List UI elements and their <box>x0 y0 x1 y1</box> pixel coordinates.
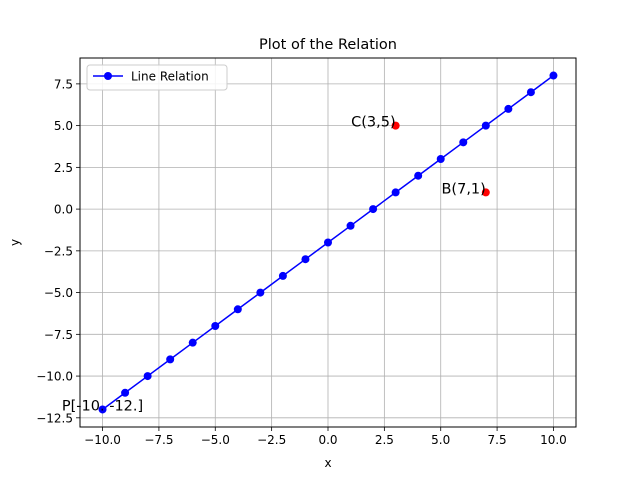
series-point <box>504 104 513 113</box>
grid <box>80 58 576 427</box>
legend-box <box>86 64 228 91</box>
series-point <box>414 171 423 180</box>
highlight-point <box>391 121 400 130</box>
plot-frame <box>79 57 577 428</box>
annotations: P[-10. -12.] <box>62 398 143 414</box>
x-tick-label: 7.5 <box>488 433 507 447</box>
y-axis-label: y <box>8 239 22 246</box>
series-point <box>481 121 490 130</box>
y-axis-ticks: −12.5 −10.0 −7.5 −5.0 −2.5 0.0 2.5 5.0 7.5 <box>36 77 80 425</box>
chart-title: Plot of the Relation <box>259 37 397 53</box>
y-tick-label: 2.5 <box>54 161 73 175</box>
series <box>98 71 558 414</box>
series-point <box>121 388 130 397</box>
y-tick-label: −12.5 <box>36 411 73 425</box>
series-point <box>526 88 535 97</box>
x-tick-label: 0.0 <box>318 433 337 447</box>
x-axis-ticks: −10.0 −7.5 −5.0 −2.5 0.0 2.5 5.0 7.5 10.0 <box>84 427 567 447</box>
point-label: C(3,5) <box>351 115 396 131</box>
x-tick-label: −7.5 <box>144 433 173 447</box>
series-point <box>211 321 220 330</box>
x-tick-label: −2.5 <box>257 433 286 447</box>
y-tick-label: −10.0 <box>36 370 73 384</box>
y-tick-label: −7.5 <box>44 328 73 342</box>
y-tick-label: −5.0 <box>44 286 73 300</box>
x-tick-label: −10.0 <box>84 433 121 447</box>
point-annotation: P[-10. -12.] <box>62 398 143 414</box>
point-label: B(7,1) <box>441 181 485 197</box>
series-point <box>369 205 378 214</box>
series-point <box>346 221 355 230</box>
series-point <box>391 188 400 197</box>
series-point <box>436 155 445 164</box>
series-point <box>459 138 468 147</box>
y-tick-label: −2.5 <box>44 244 73 258</box>
legend-dot-marker <box>104 72 112 80</box>
y-tick-label: 7.5 <box>54 77 73 91</box>
legend-label: Line Relation <box>131 70 209 84</box>
x-tick-label: 2.5 <box>375 433 394 447</box>
series-point <box>98 405 107 414</box>
x-axis-label: x <box>324 456 331 470</box>
series-point <box>256 288 265 297</box>
series-point <box>278 271 287 280</box>
series-point <box>549 71 558 80</box>
highlight-point <box>481 188 490 197</box>
legend: Line Relation <box>86 64 228 91</box>
y-tick-label: 0.0 <box>54 203 73 217</box>
x-tick-label: 5.0 <box>431 433 450 447</box>
series-point <box>301 255 310 264</box>
highlight-points: C(3,5) B(7,1) <box>351 115 490 197</box>
series-point <box>166 355 175 364</box>
series-point <box>188 338 197 347</box>
series-point <box>324 238 332 247</box>
series-point <box>143 372 152 381</box>
x-tick-label: 10.0 <box>540 433 567 447</box>
series-point <box>233 305 242 314</box>
x-tick-label: −5.0 <box>201 433 230 447</box>
y-tick-label: 5.0 <box>54 119 73 133</box>
